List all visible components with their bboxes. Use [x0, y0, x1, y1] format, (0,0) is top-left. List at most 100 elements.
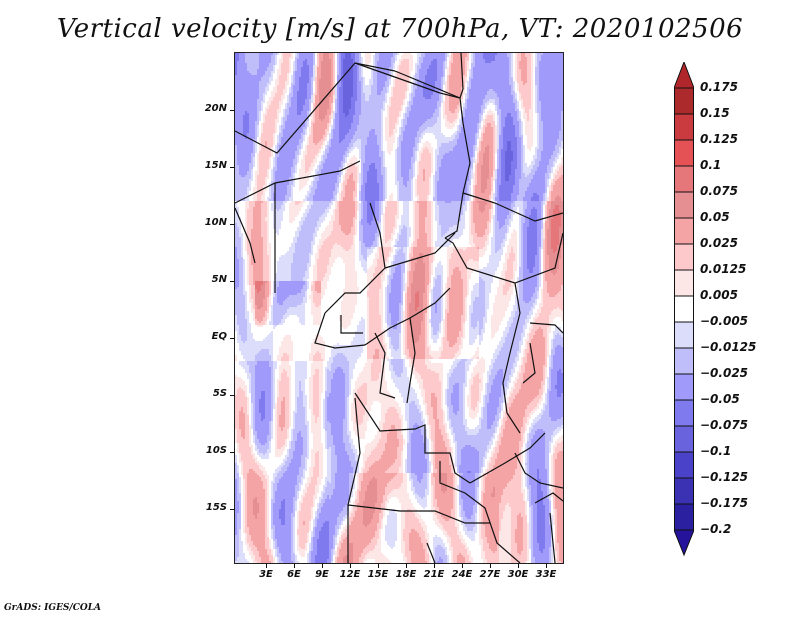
- lat-tick-label: 10N: [204, 217, 227, 228]
- colorbar-label: −0.005: [700, 314, 749, 328]
- country-border-line: [354, 62, 464, 124]
- colorbar-label: −0.1: [700, 444, 732, 458]
- colorbar-label: 0.005: [700, 288, 738, 302]
- colorbar-bin: [674, 191, 694, 219]
- country-border-line: [522, 342, 536, 384]
- colorbar-bin: [674, 477, 694, 505]
- grads-credit: GrADS: IGES/COLA: [4, 603, 102, 613]
- colorbar-label: −0.05: [700, 392, 740, 406]
- country-border-line: [459, 53, 464, 99]
- map-frame: [234, 52, 564, 564]
- colorbar-extend-min: [674, 529, 694, 557]
- lat-tick-label: 20N: [204, 103, 227, 114]
- colorbar-bin: [674, 295, 694, 323]
- colorbar-label: −0.025: [700, 366, 749, 380]
- lat-tick-label: 5S: [212, 388, 227, 399]
- country-border-line: [469, 432, 546, 484]
- country-border-line: [347, 504, 490, 524]
- map-plot-area: [235, 53, 563, 563]
- colorbar-label: 0.125: [700, 132, 738, 146]
- lon-tick-mark: [406, 563, 407, 568]
- lon-tick-label: 24E: [451, 569, 473, 580]
- colorbar-label: −0.075: [700, 418, 749, 432]
- lat-tick-label: 15S: [205, 502, 227, 513]
- lon-tick-mark: [546, 563, 547, 568]
- country-border-line: [340, 315, 363, 334]
- country-border-line: [347, 397, 361, 563]
- colorbar-label: 0.0125: [700, 262, 747, 276]
- country-border-line: [529, 322, 563, 334]
- colorbar-label: −0.175: [700, 496, 749, 510]
- lon-tick-label: 33E: [535, 569, 557, 580]
- lon-tick-label: 30E: [507, 569, 529, 580]
- colorbar-extend-max: [674, 62, 694, 89]
- lon-tick-label: 15E: [367, 569, 389, 580]
- country-border-line: [514, 452, 563, 489]
- lon-tick-label: 3E: [259, 569, 273, 580]
- colorbar-label: 0.075: [700, 184, 738, 198]
- lon-tick-label: 27E: [479, 569, 501, 580]
- lon-tick-mark: [434, 563, 435, 568]
- lat-tick-label: EQ: [211, 331, 227, 342]
- lat-tick-mark: [230, 452, 235, 453]
- country-border-line: [235, 207, 256, 264]
- colorbar: [674, 62, 694, 557]
- colorbar-bin: [674, 373, 694, 401]
- colorbar-bin: [674, 425, 694, 453]
- colorbar-bin: [674, 243, 694, 271]
- colorbar-label: −0.0125: [700, 340, 757, 354]
- lon-tick-label: 21E: [423, 569, 445, 580]
- colorbar-label: 0.05: [700, 210, 730, 224]
- country-border-line: [444, 232, 563, 284]
- country-border-line: [314, 312, 366, 349]
- country-border-line: [354, 392, 471, 484]
- country-border-line: [235, 160, 361, 204]
- country-border-line: [394, 70, 461, 99]
- colorbar-bin: [674, 451, 694, 479]
- country-border-line: [406, 317, 416, 404]
- lon-tick-mark: [378, 563, 379, 568]
- lat-tick-mark: [230, 338, 235, 339]
- country-border-line: [426, 542, 436, 563]
- country-border-line: [502, 282, 521, 434]
- lon-tick-mark: [518, 563, 519, 568]
- lat-tick-mark: [230, 224, 235, 225]
- lon-tick-label: 9E: [315, 569, 329, 580]
- lon-tick-mark: [322, 563, 323, 568]
- lat-tick-mark: [230, 395, 235, 396]
- lat-tick-mark: [230, 281, 235, 282]
- colorbar-label: 0.1: [700, 158, 722, 172]
- colorbar-label: 0.15: [700, 106, 730, 120]
- colorbar-bin: [674, 321, 694, 349]
- lat-tick-mark: [230, 509, 235, 510]
- colorbar-bin: [674, 87, 694, 115]
- colorbar-bin: [674, 347, 694, 375]
- lat-tick-mark: [230, 167, 235, 168]
- colorbar-bin: [674, 503, 694, 531]
- colorbar-label: 0.175: [700, 80, 738, 94]
- lon-tick-mark: [266, 563, 267, 568]
- country-border-line: [324, 202, 386, 314]
- country-borders: [235, 53, 563, 563]
- lon-tick-label: 12E: [339, 569, 361, 580]
- country-border-line: [549, 512, 556, 563]
- colorbar-label: 0.025: [700, 236, 738, 250]
- colorbar-bin: [674, 139, 694, 167]
- country-border-line: [235, 62, 396, 154]
- colorbar-label: −0.2: [700, 522, 732, 536]
- lon-tick-mark: [294, 563, 295, 568]
- lat-tick-mark: [230, 110, 235, 111]
- country-border-line: [534, 492, 563, 504]
- colorbar-bin: [674, 269, 694, 297]
- chart-title: Vertical velocity [m/s] at 700hPa, VT: 2…: [56, 14, 744, 44]
- colorbar-label: −0.125: [700, 470, 749, 484]
- country-border-line: [462, 192, 563, 222]
- lon-tick-mark: [490, 563, 491, 568]
- lon-tick-mark: [462, 563, 463, 568]
- lat-tick-label: 10S: [205, 445, 227, 456]
- lon-tick-label: 6E: [287, 569, 301, 580]
- colorbar-bin: [674, 165, 694, 193]
- colorbar-bin: [674, 113, 694, 141]
- lat-tick-label: 5N: [211, 274, 227, 285]
- colorbar-bin: [674, 217, 694, 245]
